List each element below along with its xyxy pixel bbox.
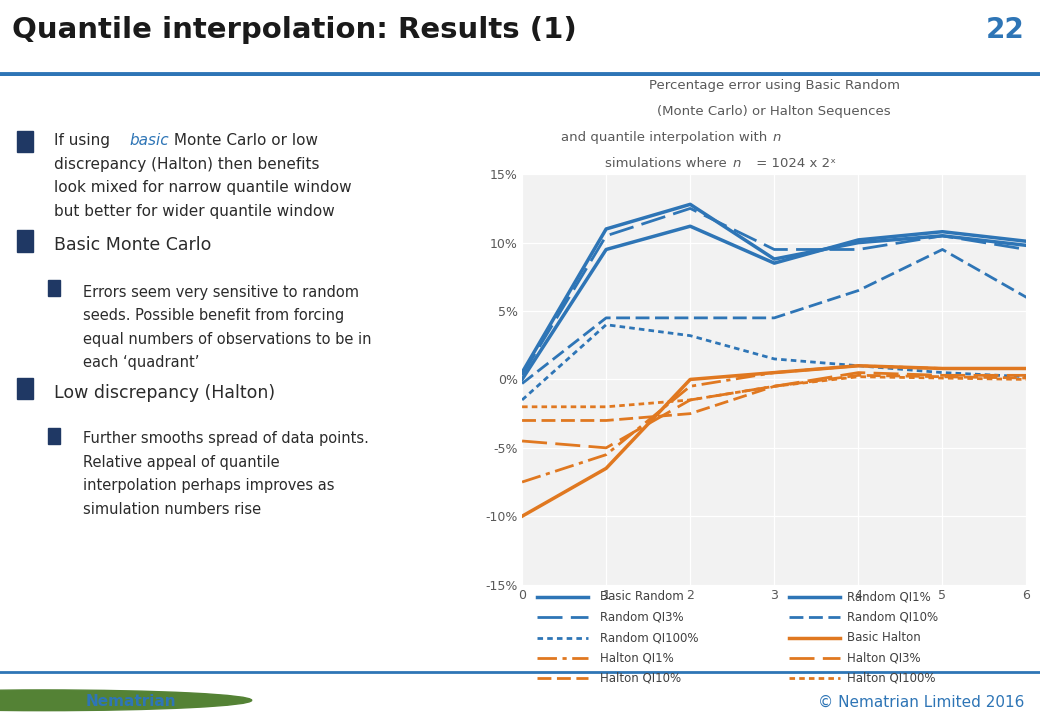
Text: Halton QI3%: Halton QI3% — [848, 652, 921, 665]
Text: Halton QI10%: Halton QI10% — [600, 672, 681, 685]
Text: Random QI100%: Random QI100% — [600, 631, 699, 644]
Text: Halton QI1%: Halton QI1% — [600, 652, 674, 665]
Text: Further smooths spread of data points.: Further smooths spread of data points. — [83, 431, 369, 446]
Text: 22: 22 — [986, 17, 1024, 44]
Bar — [18, 378, 33, 399]
Circle shape — [0, 690, 252, 711]
Text: basic: basic — [129, 133, 168, 148]
Text: look mixed for narrow quantile window: look mixed for narrow quantile window — [54, 180, 352, 195]
Text: Low discrepancy (Halton): Low discrepancy (Halton) — [54, 384, 276, 402]
Text: simulation numbers rise: simulation numbers rise — [83, 502, 261, 517]
Text: discrepancy (Halton) then benefits: discrepancy (Halton) then benefits — [54, 157, 319, 171]
Text: n: n — [773, 131, 781, 144]
Bar — [48, 428, 60, 444]
Text: © Nematrian Limited 2016: © Nematrian Limited 2016 — [818, 694, 1024, 709]
Text: but better for wider quantile window: but better for wider quantile window — [54, 204, 335, 219]
Text: seeds. Possible benefit from forcing: seeds. Possible benefit from forcing — [83, 308, 344, 323]
Text: Errors seem very sensitive to random: Errors seem very sensitive to random — [83, 284, 360, 300]
Text: Random QI1%: Random QI1% — [848, 590, 931, 603]
Bar — [18, 230, 33, 252]
Text: each ‘quadrant’: each ‘quadrant’ — [83, 355, 200, 370]
Text: Basic Random: Basic Random — [600, 590, 684, 603]
Text: Basic Halton: Basic Halton — [848, 631, 921, 644]
Text: Nematrian: Nematrian — [85, 694, 176, 709]
Text: If using: If using — [54, 133, 114, 148]
Text: interpolation perhaps improves as: interpolation perhaps improves as — [83, 478, 335, 493]
Text: n: n — [732, 157, 740, 170]
Text: Percentage error using Basic Random: Percentage error using Basic Random — [649, 79, 900, 92]
Text: Quantile interpolation: Results (1): Quantile interpolation: Results (1) — [12, 17, 577, 44]
Text: Monte Carlo or low: Monte Carlo or low — [170, 133, 318, 148]
Text: Relative appeal of quantile: Relative appeal of quantile — [83, 455, 280, 469]
Text: (Monte Carlo) or Halton Sequences: (Monte Carlo) or Halton Sequences — [657, 105, 891, 118]
Bar — [18, 130, 33, 152]
Text: and quantile interpolation with: and quantile interpolation with — [562, 131, 772, 144]
Text: Random QI10%: Random QI10% — [848, 611, 938, 624]
Text: Basic Monte Carlo: Basic Monte Carlo — [54, 236, 211, 254]
Text: Halton QI100%: Halton QI100% — [848, 672, 936, 685]
Text: equal numbers of observations to be in: equal numbers of observations to be in — [83, 331, 372, 346]
Bar — [48, 280, 60, 297]
Text: Random QI3%: Random QI3% — [600, 611, 684, 624]
Text: = 1024 x 2ˣ: = 1024 x 2ˣ — [752, 157, 835, 170]
Text: simulations where: simulations where — [605, 157, 731, 170]
